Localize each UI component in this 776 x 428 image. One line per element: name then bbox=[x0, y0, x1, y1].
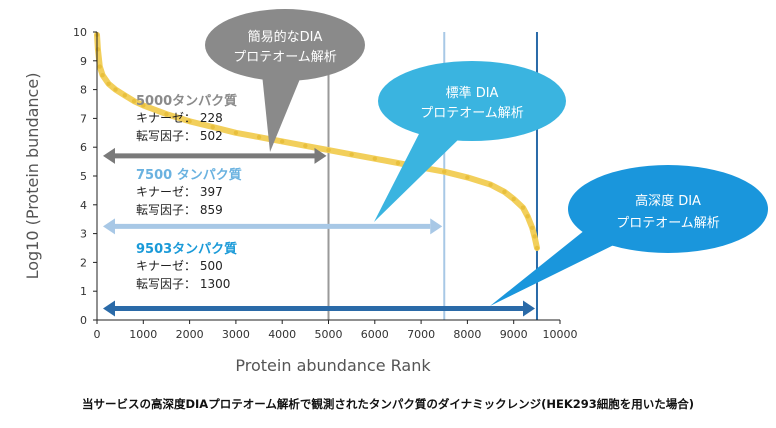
y-tick-label-0: 0 bbox=[80, 314, 87, 327]
data-point-27 bbox=[520, 205, 526, 210]
speech-bubble-2: 標準 DIA プロテオーム解析 bbox=[374, 61, 566, 222]
annotation-tf-2: 転写因子： 859 bbox=[136, 203, 223, 217]
y-tick-label-6: 6 bbox=[80, 141, 87, 154]
x-tick-label-6: 6000 bbox=[361, 328, 389, 341]
abundance-chart: 0 1000 2000 3000 4000 5000 6000 7000 8000 9000 100… bbox=[23, 9, 768, 375]
speech-bubble-line1-1: 簡易的なDIA bbox=[248, 29, 323, 45]
speech-bubble-line2-3: プロテオーム解析 bbox=[616, 216, 720, 231]
annotation-kinase-2: キナーゼ： 397 bbox=[136, 185, 223, 199]
data-point-20 bbox=[395, 160, 401, 166]
x-tick-label-0: 0 bbox=[94, 328, 101, 341]
data-point-2 bbox=[95, 47, 101, 52]
annotation-kinase-3: キナーゼ： 500 bbox=[136, 259, 223, 273]
data-point-6 bbox=[113, 87, 118, 92]
annotation-tf-1: 転写因子： 502 bbox=[136, 129, 223, 143]
x-tick-label-10: 10000 bbox=[543, 328, 578, 341]
x-tick-label-7: 7000 bbox=[407, 328, 435, 341]
annotation-title-1: 5000タンパク質 bbox=[136, 93, 237, 109]
y-tick-label-9: 9 bbox=[80, 55, 87, 68]
range-arrow-head-left-3 bbox=[103, 300, 115, 317]
y-tick-label-4: 4 bbox=[80, 199, 87, 212]
x-axis-label: Protein abundance Rank bbox=[235, 356, 431, 375]
speech-bubble-line2-1: プロテオーム解析 bbox=[233, 50, 337, 65]
x-tick-label-4: 4000 bbox=[268, 328, 296, 341]
data-point-25 bbox=[502, 189, 507, 195]
data-point-17 bbox=[326, 147, 331, 153]
speech-bubble-line1-2: 標準 DIA bbox=[446, 85, 499, 101]
speech-bubble-body-3 bbox=[568, 165, 768, 253]
data-point-18 bbox=[349, 152, 354, 157]
speech-bubble-body-2 bbox=[378, 61, 566, 141]
y-tick-label-5: 5 bbox=[80, 170, 87, 183]
data-point-24 bbox=[488, 182, 493, 187]
data-point-5 bbox=[106, 81, 111, 87]
caption: 当サービスの高深度DIAプロテオーム解析で観測されたタンパク質のダイナミックレン… bbox=[81, 397, 695, 411]
range-arrow-head-left-1 bbox=[103, 147, 115, 164]
speech-bubble-3: 高深度 DIA プロテオーム解析 bbox=[490, 165, 768, 306]
range-arrow-head-right-3 bbox=[522, 300, 535, 317]
data-point-9 bbox=[141, 103, 146, 108]
y-tick-label-8: 8 bbox=[80, 84, 87, 97]
speech-bubble-line1-3: 高深度 DIA bbox=[635, 193, 701, 209]
annotation-tf-3: 転写因子： 1300 bbox=[136, 277, 230, 291]
range-arrow-head-right-1 bbox=[314, 147, 327, 164]
data-point-12 bbox=[210, 124, 215, 130]
y-tick-label-10: 10 bbox=[73, 26, 87, 39]
x-tick-label-1: 1000 bbox=[129, 328, 157, 341]
speech-bubble-body-1 bbox=[205, 9, 365, 81]
range-arrow-head-left-2 bbox=[103, 218, 115, 235]
y-tick-label-2: 2 bbox=[80, 256, 87, 269]
speech-bubble-tail-1 bbox=[262, 74, 302, 152]
data-point-31 bbox=[534, 245, 540, 251]
x-tick-label-8: 8000 bbox=[453, 328, 481, 341]
y-tick-label-7: 7 bbox=[80, 112, 87, 125]
data-point-28 bbox=[525, 214, 530, 219]
y-axis-label: Log10 (Protein bundance) bbox=[23, 73, 42, 280]
range-arrow-head-right-2 bbox=[430, 218, 443, 235]
data-point-14 bbox=[256, 134, 262, 140]
data-point-10 bbox=[164, 111, 169, 117]
y-tick-label-3: 3 bbox=[80, 228, 87, 241]
data-point-7 bbox=[122, 93, 127, 98]
data-point-16 bbox=[303, 143, 308, 148]
speech-bubble-1: 簡易的なDIA プロテオーム解析 bbox=[205, 9, 365, 152]
data-point-19 bbox=[372, 156, 377, 161]
data-point-29 bbox=[530, 225, 535, 231]
speech-bubble-tail-3 bbox=[490, 226, 628, 306]
data-point-30 bbox=[532, 234, 537, 239]
data-point-13 bbox=[233, 130, 239, 135]
speech-bubble-tail-2 bbox=[374, 128, 462, 222]
data-point-8 bbox=[131, 98, 137, 104]
data-point-22 bbox=[442, 169, 447, 174]
data-point-26 bbox=[511, 196, 516, 202]
x-tick-label-5: 5000 bbox=[315, 328, 343, 341]
x-tick-label-9: 9000 bbox=[500, 328, 528, 341]
data-point-3 bbox=[97, 64, 102, 69]
x-tick-label-3: 3000 bbox=[222, 328, 250, 341]
annotation-title-3: 9503タンパク質 bbox=[136, 241, 237, 257]
annotation-title-2: 7500 タンパク質 bbox=[136, 167, 242, 183]
y-tick-label-1: 1 bbox=[80, 285, 87, 298]
data-point-11 bbox=[187, 119, 192, 124]
annotation-kinase-1: キナーゼ： 228 bbox=[136, 111, 223, 125]
data-point-23 bbox=[465, 175, 470, 180]
range-arrow-2 bbox=[103, 218, 443, 235]
range-arrow-3 bbox=[103, 300, 535, 317]
range-arrow-1 bbox=[103, 147, 327, 164]
data-point-4 bbox=[100, 73, 105, 78]
data-point-15 bbox=[280, 139, 285, 144]
x-tick-label-2: 2000 bbox=[176, 328, 204, 341]
speech-bubble-line2-2: プロテオーム解析 bbox=[420, 106, 524, 121]
